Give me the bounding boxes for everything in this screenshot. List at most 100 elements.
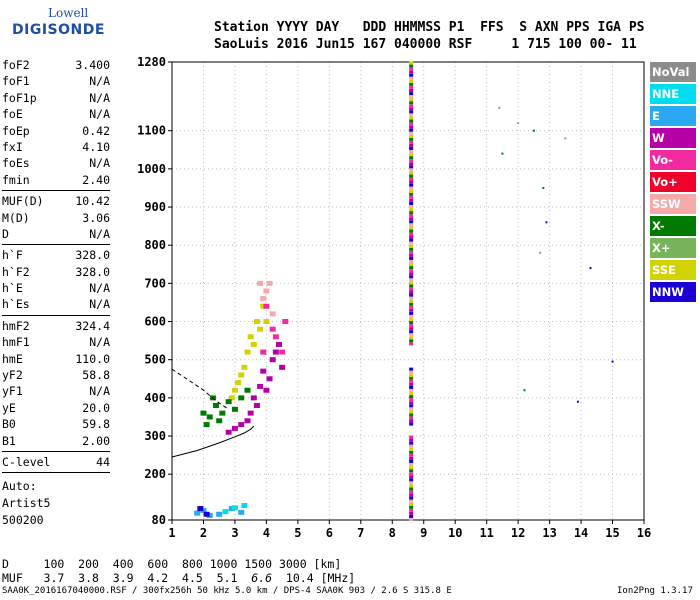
param-name: MUF(D) [2, 194, 44, 209]
trace-mark [409, 256, 414, 260]
param-separator [2, 314, 110, 316]
param-value: 2.00 [82, 433, 110, 448]
param-value: 44 [96, 454, 110, 469]
trace-mark [409, 198, 414, 202]
param-name: yE [2, 400, 16, 415]
muf-value: 4.5 [168, 571, 203, 585]
trace-mark [409, 180, 414, 184]
trace-mark [409, 101, 414, 105]
footer-version: Ion2Png 1.3.17 [617, 586, 693, 596]
echo-point-ssw [266, 280, 273, 286]
echo-point-x- [542, 186, 545, 189]
trace-mark [409, 183, 414, 187]
echo-point-w [263, 387, 270, 393]
echo-point-w [257, 383, 264, 389]
echo-point-w [266, 376, 273, 382]
trace-mark [409, 275, 414, 279]
param-name: foEs [2, 156, 30, 171]
trace-mark [409, 253, 414, 257]
echo-point-x- [238, 395, 245, 401]
param-value: 3.400 [75, 58, 110, 72]
muf-row: MUF 3.7 3.8 3.9 4.2 4.5 5.1 6.6 10.4 [MH… [2, 571, 355, 585]
legend-entry: Vo+ [650, 172, 696, 192]
param-row: h`Es N/A [2, 296, 110, 312]
echo-point-nne [222, 509, 229, 515]
param-value: N/A [89, 156, 110, 171]
param-name: hmF1 [2, 335, 30, 350]
legend-entry: E [650, 106, 696, 126]
echo-point-ssw [260, 296, 267, 302]
echo-point-e [194, 510, 201, 516]
param-name: fmin [2, 172, 30, 187]
muf-unit: [MHz] [320, 571, 356, 585]
echo-point-sse [260, 303, 267, 309]
echo-point-e [206, 512, 213, 518]
x-tick-label: 6 [326, 526, 333, 540]
echo-point-nnw [611, 360, 614, 363]
trace-mark [409, 113, 414, 117]
param-row: C-level 44 [2, 454, 110, 470]
param-value: 4.10 [82, 139, 110, 154]
trace-mark [409, 490, 414, 494]
param-value: 328.0 [75, 264, 110, 279]
y-tick-label: 500 [144, 353, 166, 367]
trace-mark [409, 150, 414, 154]
param-name: foF1 [2, 74, 30, 89]
trace-mark [409, 401, 414, 405]
echo-point-x- [244, 387, 251, 393]
echo-point-nne [231, 505, 238, 511]
echo-point-sse [253, 319, 260, 325]
trace-mark [409, 98, 414, 102]
trace-mark [409, 192, 414, 196]
trace-mark [409, 186, 414, 190]
trace-mark [409, 235, 414, 239]
trace-mark [409, 290, 414, 294]
header-row2: SaoLuis 2016 Jun15 167 040000 RSF 1 715 … [214, 37, 637, 52]
trace-mark [409, 128, 414, 132]
echo-point-x- [498, 106, 501, 109]
y-tick-label: 200 [144, 467, 166, 481]
trace-mark [409, 487, 414, 491]
trace-mark [409, 499, 414, 503]
param-value: 324.4 [75, 318, 110, 333]
param-row: yF2 58.8 [2, 367, 110, 383]
trace-mark [409, 518, 414, 521]
param-row: B0 59.8 [2, 416, 110, 432]
trace-mark [409, 505, 414, 509]
echo-point-w [275, 341, 282, 347]
param-row: yF1 N/A [2, 383, 110, 399]
param-name: h`Es [2, 297, 30, 312]
trace-mark [409, 272, 414, 276]
param-name: foE [2, 107, 23, 122]
x-tick-label: 3 [231, 526, 238, 540]
trace-mark [409, 475, 414, 479]
echo-point-w [253, 403, 260, 408]
param-name: M(D) [2, 210, 30, 225]
y-tick-label: 400 [144, 391, 166, 405]
param-value: N/A [89, 281, 110, 296]
trace-mark [409, 422, 414, 426]
trace-mark [409, 195, 414, 199]
x-tick-label: 14 [574, 526, 588, 540]
muf-value: 6.6 [237, 571, 273, 585]
trace-mark [409, 385, 414, 389]
trace-mark [409, 137, 414, 141]
param-name: foF1p [2, 90, 37, 105]
trace-mark [409, 177, 414, 181]
x-tick-label: 8 [389, 526, 396, 540]
trace-mark [409, 514, 414, 518]
muf-value: 4.2 [133, 571, 169, 585]
trace-mark [409, 110, 414, 114]
echo-point-vo- [269, 326, 276, 332]
echo-point-x- [564, 137, 567, 140]
echo-point-nnw [576, 400, 579, 403]
trace-mark [409, 299, 414, 303]
param-name: h`F2 [2, 264, 30, 279]
trace-mark [409, 64, 414, 68]
echo-point-sse [247, 334, 254, 340]
trace-mark [409, 119, 414, 123]
param-value: 2.40 [82, 172, 110, 187]
y-tick-label: 300 [144, 429, 166, 443]
trace-mark [409, 266, 414, 270]
